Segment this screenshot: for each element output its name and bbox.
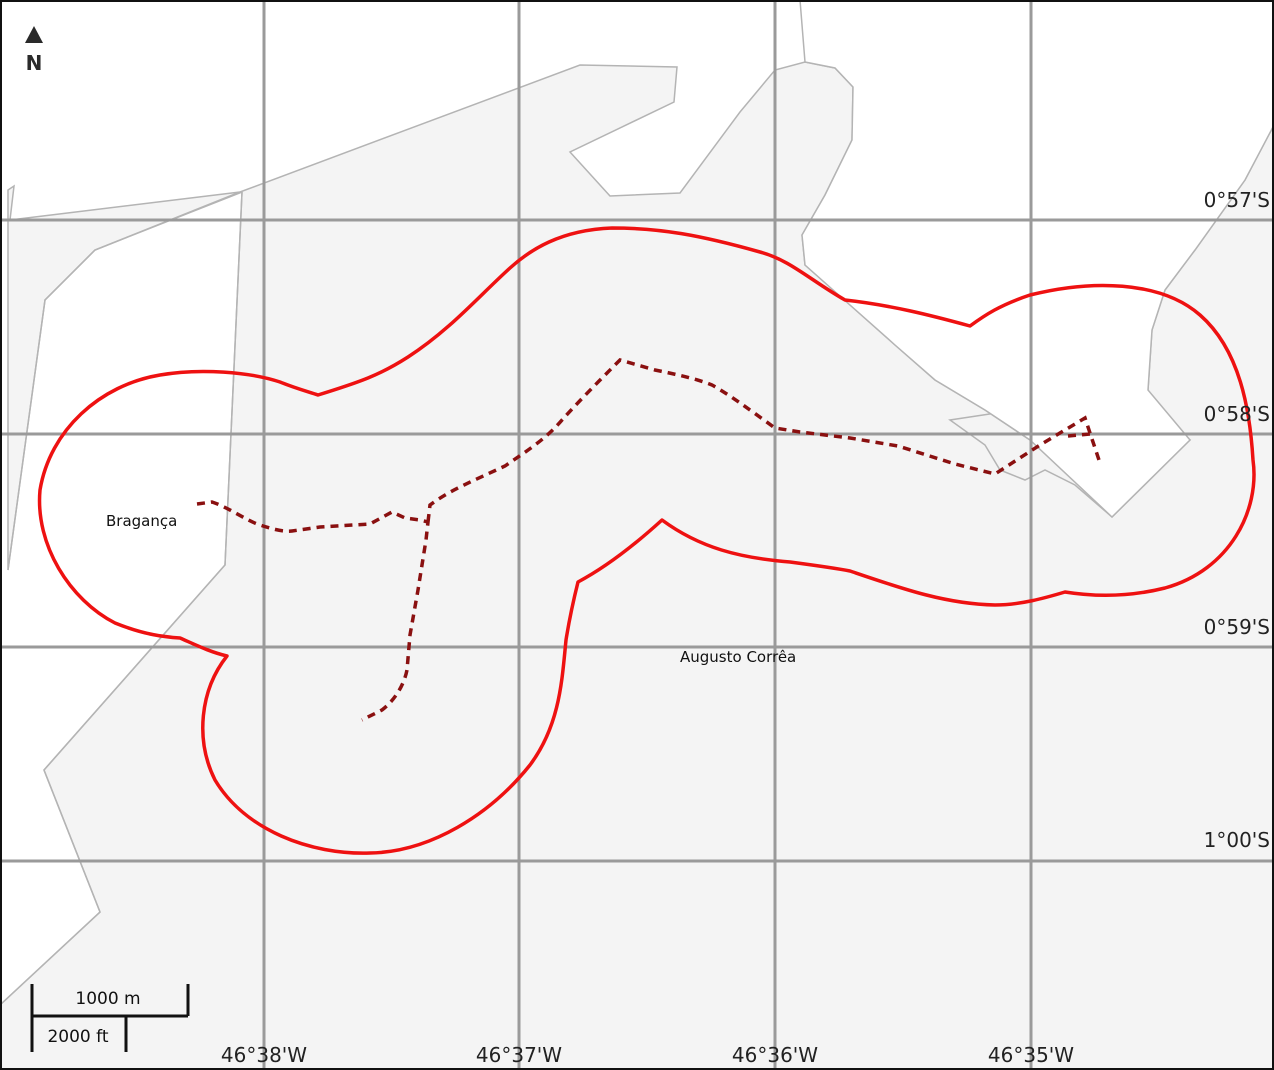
inland-road — [0, 191, 243, 1006]
route-line — [196, 358, 1102, 722]
lon-label-46-36: 46°36'W — [732, 1043, 818, 1067]
north-arrow: N — [25, 26, 43, 75]
north-arrow-icon — [25, 26, 43, 43]
north-arrow-label: N — [26, 51, 43, 75]
scale-bar-metric-label: 1000 m — [75, 989, 140, 1009]
lat-label-0-57: 0°57'S — [1204, 188, 1270, 212]
buffer-outline — [37, 226, 1256, 855]
lon-label-46-38: 46°38'W — [221, 1043, 307, 1067]
lat-label-0-59: 0°59'S — [1204, 615, 1270, 639]
place-label-augusto-correa: Augusto Corrêa — [680, 648, 796, 666]
place-label-braganca: Bragança — [106, 512, 177, 530]
bay-water — [799, 0, 1274, 519]
lat-label-1-00: 1°00'S — [1204, 828, 1270, 852]
scale-bar-imperial-label: 2000 ft — [47, 1027, 108, 1047]
lat-label-0-58: 0°58'S — [1204, 402, 1270, 426]
scale-bar: 1000 m 2000 ft — [30, 984, 190, 1052]
lon-label-46-37: 46°37'W — [476, 1043, 562, 1067]
lon-label-46-35: 46°35'W — [988, 1043, 1074, 1067]
